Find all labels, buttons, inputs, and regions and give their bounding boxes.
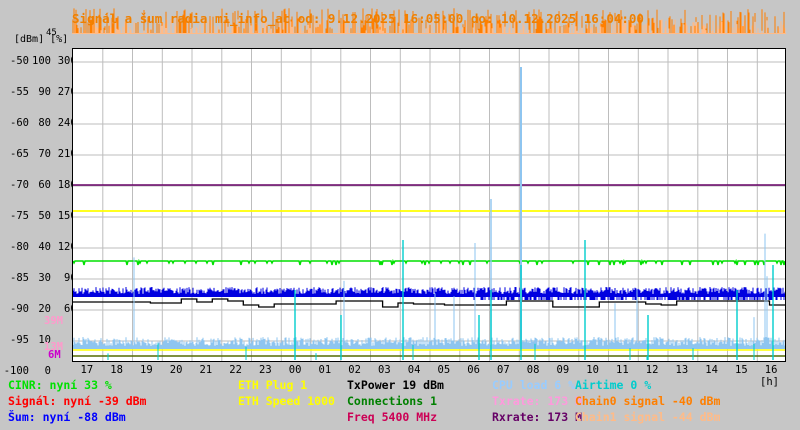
x-tick-label: 16	[764, 364, 778, 376]
x-tick-label: 17	[80, 364, 94, 376]
legend-signal: Signál: nyní -39 dBm	[8, 394, 147, 408]
y-tick-label: -70 60 180M	[10, 179, 83, 191]
x-tick-label: 07	[497, 364, 510, 376]
plot-traces	[73, 49, 785, 361]
x-tick-label: 12	[645, 364, 659, 376]
y-tick-label: -75 50 150M	[10, 210, 83, 222]
rate-annotation: 6M	[48, 349, 61, 361]
legend-cinr: CINR: nyní 33 %	[8, 378, 112, 392]
x-tick-label: 21	[199, 364, 213, 376]
x-tick-label: 18	[110, 364, 123, 376]
x-tick-label: 00	[288, 364, 302, 376]
y-tick-label: -65 70 210M	[10, 148, 83, 160]
x-tick-label: 01	[318, 364, 332, 376]
x-tick-label: 15	[735, 364, 748, 376]
y-tick-label: -80 40 120M	[10, 241, 83, 253]
y-tick-label: -853090M	[10, 272, 83, 284]
legend-cpu-load: CPU load 6 %	[492, 378, 576, 392]
x-tick-label: 05	[437, 364, 451, 376]
legend-rxrate: Rxrate: 173 M	[492, 410, 583, 424]
legend-freq: Freq 5400 MHz	[347, 410, 438, 424]
x-tick-label: 19	[140, 364, 153, 376]
y-tick-label: -55 90 270M	[10, 86, 83, 98]
rate-annotation: 13M	[44, 341, 63, 353]
x-tick-label: 14	[705, 364, 718, 376]
x-tick-label: 22	[229, 364, 242, 376]
y-tick-label: -95 10	[10, 334, 51, 346]
x-tick-label: 08	[526, 364, 540, 376]
y-tick-label: -50 100 300M	[10, 55, 83, 67]
legend-eth-plug: ETH Plug 1	[238, 378, 308, 392]
legend-txpower: TxPower 19 dBm	[347, 378, 444, 392]
x-tick-label: 10	[586, 364, 599, 376]
axis-units-label: [dBm] [%]	[14, 34, 69, 45]
x-tick-label: 03	[378, 364, 391, 376]
legend-noise: Šum: nyní -88 dBm	[8, 410, 126, 424]
legend: CINR: nyní 33 % Signál: nyní -39 dBm Šum…	[0, 378, 800, 430]
rate-annotation: 39M	[44, 315, 63, 327]
legend-txrate: Txrate: 173 M	[492, 394, 583, 408]
x-axis-unit-label: [h]	[760, 376, 779, 388]
x-tick-label: 06	[467, 364, 480, 376]
x-tick-label: 04	[407, 364, 421, 376]
page-title: Signál a šum radia mi_info_ac od: 9.12.2…	[72, 11, 644, 26]
legend-chain0: Chain0 signal -40 dBm	[575, 394, 721, 408]
title-band: Signál a šum radia mi_info_ac od: 9.12.2…	[0, 0, 800, 34]
plot-area[interactable]	[72, 48, 786, 362]
legend-airtime: Airtime 0 %	[575, 378, 652, 392]
x-tick-label: 09	[556, 364, 570, 376]
y-tick-label: -902060M	[10, 303, 83, 315]
axis-top-value: 45	[46, 28, 57, 38]
x-axis-labels: 17 18 19 20 21 22 23 00 01 02 03 04 05 06 07 08 09 10 11 12…	[0, 364, 800, 380]
x-tick-label: 13	[675, 364, 689, 376]
x-tick-label: 11	[616, 364, 629, 376]
y-tick-label: -100 0	[3, 365, 51, 377]
y-tick-label: -60 80 240M	[10, 117, 83, 129]
x-tick-label: 23	[259, 364, 272, 376]
legend-chain1: Chain1 signal -44 dBm	[575, 410, 721, 424]
chain-signal-overflow-trace	[72, 8, 786, 34]
x-tick-label: 20	[169, 364, 183, 376]
legend-eth-speed: ETH Speed 1000	[238, 394, 335, 408]
legend-connections: Connections 1	[347, 394, 438, 408]
x-tick-label: 02	[348, 364, 361, 376]
